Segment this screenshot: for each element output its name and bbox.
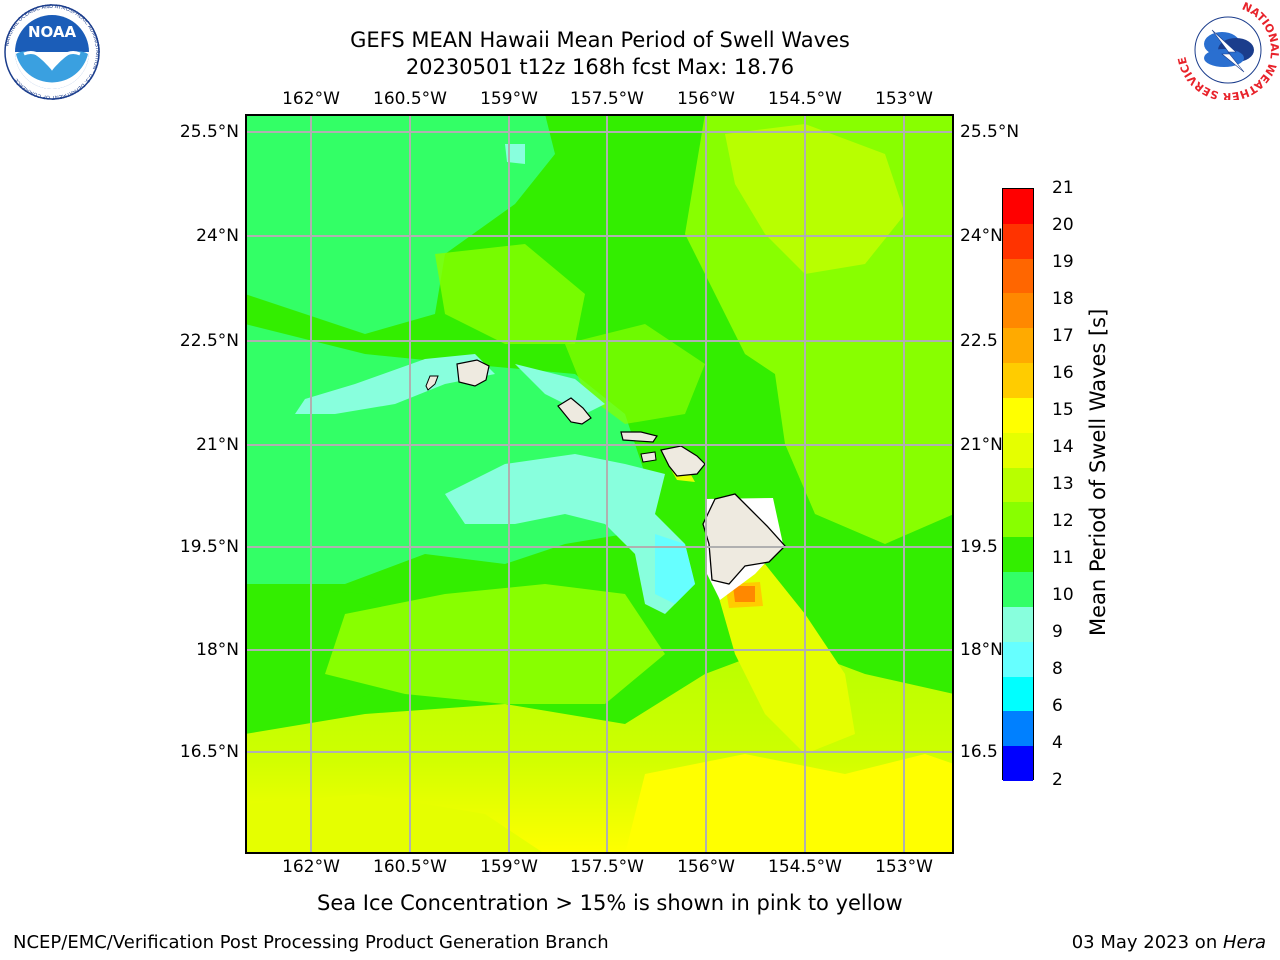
lat-label-right: 18°N [960,640,1003,660]
lat-label-right: 24°N [960,226,1003,246]
lon-label-top: 156°W [677,89,735,109]
lon-label-top: 159°W [480,89,538,109]
lon-label-top: 160.5°W [373,89,447,109]
colorbar-tick-label: 16 [1052,363,1074,383]
kauai-island [456,359,490,387]
swell-period-map [245,114,954,854]
colorbar-tick-label: 18 [1052,289,1074,309]
colorbar-tick-label: 20 [1052,215,1074,235]
lon-label-bottom: 162°W [282,857,340,877]
colorbar [1002,188,1034,782]
colorbar-tick-label: 21 [1052,178,1074,198]
colorbar-tick-label: 17 [1052,326,1074,346]
colorbar-swatch [1003,397,1033,434]
lon-label-bottom: 154.5°W [768,857,842,877]
colorbar-tick-label: 4 [1052,733,1063,753]
colorbar-tick-label: 14 [1052,437,1074,457]
colorbar-swatch [1003,502,1033,538]
colorbar-tick-label: 11 [1052,548,1074,568]
lon-label-bottom: 153°W [875,857,933,877]
colorbar-title: Mean Period of Swell Waves [s] [1086,308,1110,636]
footer-date: 03 May 2023 on Hera [1071,932,1266,953]
colorbar-tick-label: 12 [1052,511,1074,531]
chart-title-line2: 20230501 t12z 168h fcst Max: 18.76 [405,55,795,79]
big-island [702,493,786,585]
lat-label-right: 16.5 [960,742,998,762]
lon-label-bottom: 160.5°W [373,857,447,877]
nws-logo: NATIONAL WEATHER SERVICE [1176,0,1280,103]
molokai-island [620,431,658,443]
lat-label-left: 21°N [196,435,239,455]
colorbar-tick-label: 10 [1052,585,1074,605]
colorbar-swatch [1003,537,1033,573]
lon-label-top: 154.5°W [768,89,842,109]
colorbar-swatch [1003,641,1033,678]
colorbar-tick-label: 19 [1052,252,1074,272]
lat-label-left: 24°N [196,226,239,246]
colorbar-swatch [1003,572,1033,608]
lon-label-bottom: 159°W [480,857,538,877]
colorbar-swatch [1003,363,1033,399]
lon-label-bottom: 157.5°W [570,857,644,877]
lat-label-left: 16.5°N [179,742,239,762]
noaa-logo-text: NOAA [28,23,77,41]
lat-label-right: 25.5°N [960,122,1020,142]
colorbar-tick-label: 2 [1052,770,1063,790]
colorbar-swatch [1003,432,1033,469]
footer-credit: NCEP/EMC/Verification Post Processing Pr… [13,932,609,953]
lat-label-left: 25.5°N [179,122,239,142]
colorbar-swatch [1003,746,1033,782]
colorbar-tick-label: 15 [1052,400,1074,420]
colorbar-tick-label: 13 [1052,474,1074,494]
oahu-island [557,397,592,425]
chart-title-line1: GEFS MEAN Hawaii Mean Period of Swell Wa… [350,28,850,52]
lat-label-right: 22.5 [960,331,998,351]
colorbar-tick-label: 9 [1052,622,1063,642]
lon-label-bottom: 156°W [677,857,735,877]
colorbar-swatch [1003,711,1033,747]
colorbar-swatch [1003,189,1033,225]
colorbar-swatch [1003,328,1033,364]
lat-label-left: 22.5°N [179,331,239,351]
colorbar-tick-label: 8 [1052,659,1063,679]
lat-label-left: 19.5°N [179,537,239,557]
colorbar-swatch [1003,606,1033,643]
lat-label-right: 21°N [960,435,1003,455]
lon-label-top: 153°W [875,89,933,109]
colorbar-swatch [1003,467,1033,503]
colorbar-swatch [1003,258,1033,294]
colorbar-swatch [1003,676,1033,712]
colorbar-tick-label: 6 [1052,696,1063,716]
lat-label-right: 19.5 [960,537,998,557]
lon-label-top: 162°W [282,89,340,109]
lat-label-left: 18°N [196,640,239,660]
lon-label-top: 157.5°W [570,89,644,109]
lon-lat-grid [245,114,954,854]
colorbar-swatch [1003,223,1033,260]
colorbar-labels: 21 20 19 18 17 16 15 14 13 12 11 10 9 8 6 4 2 [1052,178,1092,790]
sea-ice-note: Sea Ice Concentration > 15% is shown in … [317,891,903,915]
noaa-logo: NOAA NATIONAL OCEANIC AND ATMOSPHERIC AD… [2,4,102,100]
maui-island [660,445,706,477]
colorbar-swatch [1003,293,1033,329]
